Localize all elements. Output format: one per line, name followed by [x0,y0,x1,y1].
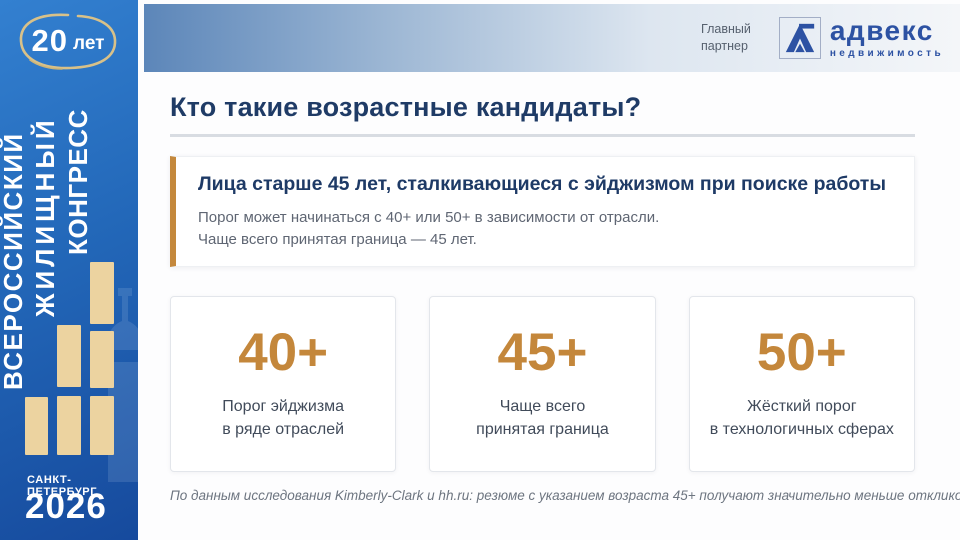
anniversary-suffix: лет [73,33,105,54]
facade-block [25,397,48,455]
card-value: 45+ [497,323,588,383]
anniversary-badge: 20 лет [10,8,126,74]
congress-year: 2026 [25,487,107,526]
hand-drawn-ellipse-icon [19,13,117,70]
congress-word-zhilishchny: ЖИЛИЩНЫЙ [30,116,60,317]
card-40-plus: 40+ Порог эйджизма в ряде отраслей [170,295,397,472]
slide-content: Кто такие возрастные кандидаты? Лица ста… [144,72,960,540]
congress-city: САНКТ-ПЕТЕРБУРГ [27,474,98,498]
card-label: Чаще всего принятая граница [476,398,609,438]
advex-logo: адвекс недвижимость [778,15,944,60]
congress-word-kongress: КОНГРЕСС [63,109,93,255]
anniversary-number: 20 [31,23,69,58]
header: Главный партнер адвекс недвижимость [144,4,960,72]
title-underline [170,134,915,137]
advex-brand-name: адвекс [829,15,934,46]
card-50-plus: 50+ Жёсткий порог в технологичных сферах [688,295,915,472]
card-label: Жёсткий порог в технологичных сферах [709,398,894,438]
facade-block [90,396,114,455]
congress-sidebar: 20 лет ВСЕРОССИЙСКИЙ ЖИЛИЩНЫЙ КОНГРЕСС С… [0,0,138,540]
partner-label: Главный партнер [701,22,751,53]
definition-heading: Лица старше 45 лет, сталкивающиеся с эйд… [198,173,886,195]
facade-block [90,331,114,388]
facade-block [90,262,114,324]
definition-callout: Лица старше 45 лет, сталкивающиеся с эйд… [170,156,915,267]
header-gradient-band [144,4,960,72]
facade-block [57,325,81,387]
card-45-plus: 45+ Чаще всего принятая граница [429,295,656,472]
facade-block [57,396,81,455]
age-threshold-cards: 40+ Порог эйджизма в ряде отраслей 45+ Ч… [170,295,915,472]
advex-triangle-icon [785,23,815,53]
slide-title: Кто такие возрастные кандидаты? [170,92,642,122]
anniversary-badge-text: 20 лет [10,8,126,74]
advex-tagline: недвижимость [829,48,944,59]
card-value: 40+ [238,323,329,383]
source-footnote: По данным исследования Kimberly-Clark и … [170,487,960,503]
advex-logo-mark [778,17,821,59]
definition-body: Порог может начинаться с 40+ или 50+ в з… [198,208,660,249]
advex-logo-text: адвекс недвижимость [829,15,944,60]
congress-word-vseross: ВСЕРОССИЙСКИЙ [0,132,28,390]
card-label: Порог эйджизма в ряде отраслей [222,398,345,438]
card-value: 50+ [756,323,847,383]
